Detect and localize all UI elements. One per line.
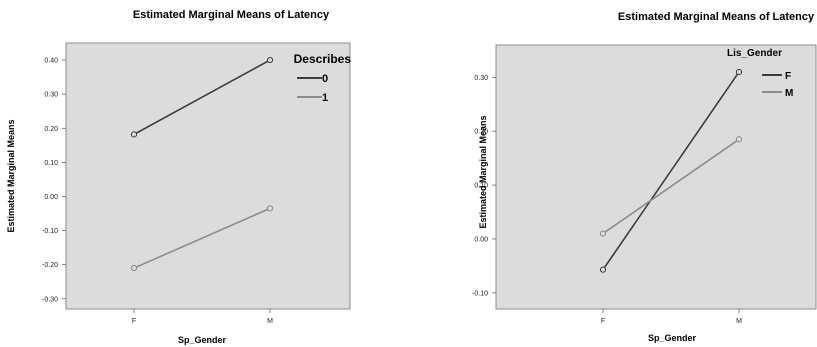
y-tick-label: 0.30	[44, 92, 58, 99]
plot-area	[495, 44, 817, 310]
data-point	[266, 56, 274, 64]
data-point	[599, 230, 607, 237]
chart-lis-gender: Estimated Marginal Means of Latency 0.30…	[410, 0, 817, 347]
y-tick-label: 0.20	[44, 126, 58, 133]
legend-title: Describes	[294, 52, 352, 66]
series-line	[133, 207, 271, 269]
data-point	[130, 264, 138, 272]
y-tick-label: 0.00	[44, 194, 58, 201]
y-tick-label: -0.20	[42, 262, 58, 269]
chart-title: Estimated Marginal Means of Latency	[618, 11, 815, 23]
chart-describes: Estimated Marginal Means of Latency 0.40…	[0, 0, 400, 347]
x-tick-label: F	[601, 318, 605, 325]
y-tick-label: -0.10	[42, 228, 58, 235]
y-tick-label: 0.30	[474, 75, 488, 82]
y-tick-label: -0.30	[42, 296, 58, 303]
data-point	[735, 68, 743, 76]
chart-title: Estimated Marginal Means of Latency	[133, 9, 330, 21]
x-axis-title: Sp_Gender	[178, 335, 227, 345]
y-tick-label: 0.10	[474, 183, 488, 190]
series-line	[133, 59, 271, 136]
plot-area	[65, 42, 351, 310]
y-tick-label: 0.00	[474, 236, 488, 243]
legend-label: 0	[322, 73, 328, 85]
x-axis-title: Sp_Gender	[648, 333, 697, 343]
y-tick-label: -0.10	[472, 290, 488, 297]
y-tick-label: 0.10	[44, 160, 58, 167]
x-tick-label: M	[736, 318, 742, 325]
y-tick-label: 0.20	[474, 129, 488, 136]
chart-svg: Estimated Marginal Means of Latency 0.40…	[6, 9, 352, 345]
x-tick-label: F	[132, 318, 136, 325]
data-point	[735, 136, 743, 143]
y-axis-title: Estimated Marginal Means	[478, 115, 488, 228]
x-tick-label: M	[267, 318, 273, 325]
legend-label: M	[785, 88, 793, 99]
data-point	[266, 205, 274, 212]
chart-svg: Estimated Marginal Means of Latency 0.30…	[472, 11, 817, 343]
y-tick-label: 0.40	[44, 58, 58, 65]
legend-label: F	[785, 71, 791, 82]
legend-label: 1	[322, 92, 328, 104]
data-point	[130, 131, 138, 138]
data-point	[599, 266, 607, 273]
legend-title: Lis_Gender	[727, 48, 782, 59]
series-line	[602, 138, 740, 235]
y-axis-title: Estimated Marginal Means	[6, 119, 16, 232]
series-line	[602, 71, 740, 271]
